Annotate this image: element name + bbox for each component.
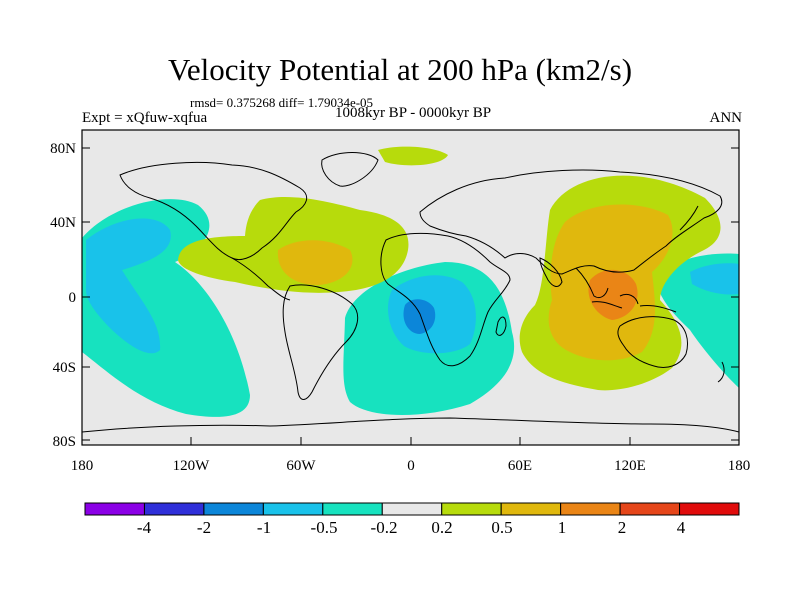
colorbar-label: 0.5 xyxy=(491,518,513,537)
colorbar-label: -0.5 xyxy=(310,518,338,537)
negative-anomaly-regions xyxy=(82,199,739,417)
east-pacific-core xyxy=(86,218,171,354)
colorbar-box xyxy=(500,502,562,516)
season-label: ANN xyxy=(709,110,743,126)
arctic-positive-region xyxy=(378,146,448,166)
colorbar-label: -2 xyxy=(196,518,212,537)
gulf-of-guinea-minimum xyxy=(403,299,436,334)
indonesia-islands xyxy=(591,293,677,313)
lat-label-80s: 80S xyxy=(53,434,76,450)
japan-coastline xyxy=(679,205,699,231)
colorbar-label: 1 xyxy=(557,518,567,537)
latitude-ticks xyxy=(82,147,739,441)
time-difference-subtitle: 1008kyr BP - 0000kyr BP xyxy=(334,105,492,121)
india-coastline xyxy=(539,257,563,287)
new-zealand-coastline xyxy=(717,361,725,383)
caribbean-core xyxy=(277,240,353,286)
latitude-labels: 80N 40N 0 40S 80S xyxy=(50,141,76,450)
lon-label-120e: 120E xyxy=(614,458,646,474)
coastlines xyxy=(82,152,739,433)
lat-label-40s: 40S xyxy=(53,360,76,376)
lat-label-0: 0 xyxy=(69,290,77,306)
colorbar-label: 0.2 xyxy=(431,518,453,537)
madagascar-coastline xyxy=(495,316,507,336)
north-america-coastline xyxy=(119,162,308,261)
antarctica-coastline xyxy=(82,417,739,433)
lon-label-60w: 60W xyxy=(286,458,316,474)
colorbar-label: -4 xyxy=(136,518,152,537)
colorbar-box xyxy=(441,502,502,516)
central-america-coastline xyxy=(231,257,291,301)
greenland-coastline xyxy=(321,152,379,187)
southeast-asia-coastline xyxy=(575,267,609,299)
lon-label-180e: 180 xyxy=(728,458,751,474)
south-america-coastline xyxy=(282,284,359,400)
rmsd-stats: rmsd= 0.375268 diff= 1.79034e-05 xyxy=(190,95,374,110)
colorbar-box xyxy=(203,502,264,516)
africa-coastline xyxy=(380,232,511,367)
lat-label-40n: 40N xyxy=(50,215,76,231)
experiment-label: Expt = xQfuw-xqfua xyxy=(82,110,208,126)
colorbar-box xyxy=(322,502,383,516)
longitude-ticks xyxy=(190,437,631,445)
colorbar-label: 4 xyxy=(676,518,686,537)
lon-label-120w: 120W xyxy=(173,458,211,474)
colorbar-box xyxy=(381,502,443,516)
lon-label-60e: 60E xyxy=(508,458,532,474)
colorbar-box xyxy=(84,502,145,516)
map-title: Velocity Potential at 200 hPa (km2/s) xyxy=(167,52,633,87)
colorbar-box xyxy=(560,502,621,516)
colorbar-label: -0.2 xyxy=(370,518,398,537)
australia-coastline xyxy=(617,316,688,368)
colorbar-box xyxy=(262,502,324,516)
positive-anomaly-regions xyxy=(178,146,721,391)
longitude-labels: 180 120W 60W 0 60E 120E 180 xyxy=(71,458,751,474)
colorbar-box xyxy=(679,502,740,516)
colorbar-label: -1 xyxy=(256,518,272,537)
colorbar-box xyxy=(619,502,681,516)
lat-label-80n: 80N xyxy=(50,141,76,157)
europe-asia-coastline xyxy=(419,169,723,275)
west-pacific-core xyxy=(690,263,739,295)
lon-label-180w: 180 xyxy=(71,458,94,474)
lon-label-0: 0 xyxy=(407,458,415,474)
maritime-continent-maximum xyxy=(588,269,638,320)
colorbar-box xyxy=(143,502,205,516)
colorbar xyxy=(84,502,740,516)
colorbar-label: 2 xyxy=(617,518,627,537)
